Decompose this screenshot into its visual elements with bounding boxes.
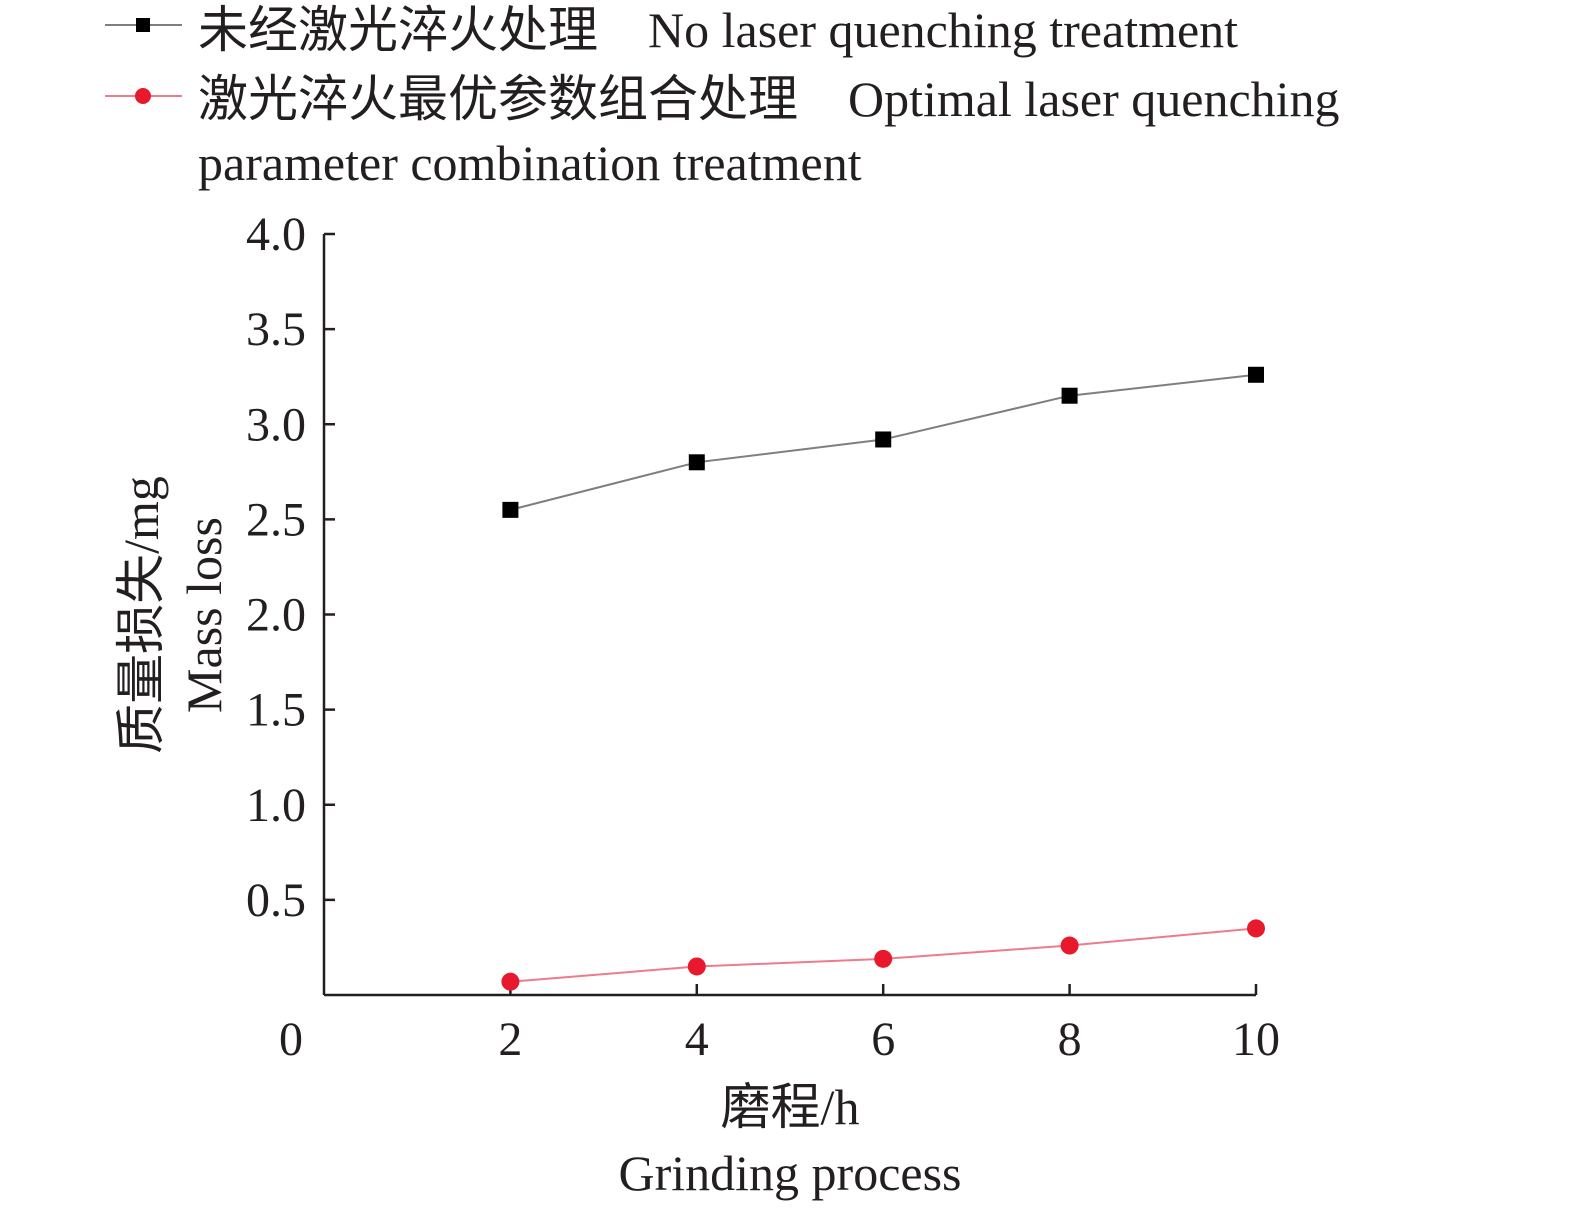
y-tick-label: 2.5 (246, 493, 306, 546)
data-point (1248, 366, 1264, 383)
legend-marker-1 (135, 88, 151, 104)
y-tick-label: 1.5 (246, 684, 306, 737)
x-tick-label: 2 (498, 1013, 522, 1066)
x-tick-label: 6 (871, 1013, 895, 1066)
y-axis-title-cn: 质量损失/mg (113, 476, 169, 754)
y-tick-label: 1.0 (246, 779, 306, 832)
x-axis-title-cn: 磨程/h (721, 1079, 860, 1135)
legend-label-0: 未经激光淬火处理 No laser quenching treatment (198, 2, 1238, 58)
y-axis-ticks: 0.5 1.0 1.5 2.0 2.5 3.0 3.5 4.0 (246, 208, 335, 927)
y-tick-label: 2.0 (246, 589, 306, 642)
x-axis: 0 2 4 6 8 10 (279, 984, 1280, 1066)
data-point (1247, 919, 1265, 938)
x-tick-label: 4 (685, 1013, 709, 1066)
data-point (501, 972, 520, 991)
legend-entry-1: 激光淬火最优参数组合处理 Optimal laser quenching par… (105, 71, 1340, 191)
y-tick-label: 3.5 (246, 303, 306, 356)
x-axis-title: 磨程/h Grinding process (619, 1079, 962, 1201)
y-axis-title-en: Mass loss (176, 517, 232, 713)
series-1 (501, 919, 1265, 991)
x-tick-label: 10 (1232, 1013, 1280, 1066)
data-point (875, 431, 892, 448)
data-point (874, 949, 893, 968)
data-point (1060, 936, 1079, 955)
data-point (1061, 387, 1078, 404)
series-layer (501, 366, 1265, 991)
x-axis-title-en: Grinding process (619, 1145, 962, 1201)
data-point (502, 501, 519, 518)
x-tick-label: 8 (1058, 1013, 1082, 1066)
y-axis: 0.5 1.0 1.5 2.0 2.5 3.0 3.5 4.0 (246, 208, 335, 995)
legend-entry-0: 未经激光淬火处理 No laser quenching treatment (105, 2, 1238, 58)
x-axis-ticks: 0 2 4 6 8 10 (279, 984, 1280, 1066)
legend: 未经激光淬火处理 No laser quenching treatment 激光… (105, 2, 1340, 191)
y-tick-label: 3.0 (246, 398, 306, 451)
legend-label-1-line-2: parameter combination treatment (198, 135, 862, 191)
legend-marker-0 (136, 18, 150, 32)
data-point (688, 454, 705, 471)
y-tick-label: 0.5 (246, 874, 306, 927)
data-point (687, 957, 706, 976)
x-tick-label: 0 (279, 1013, 303, 1066)
y-tick-label: 4.0 (246, 208, 306, 261)
y-axis-title: 质量损失/mg Mass loss (113, 476, 232, 754)
series-0 (502, 366, 1264, 518)
legend-label-1-line-1: 激光淬火最优参数组合处理 Optimal laser quenching (198, 71, 1340, 127)
